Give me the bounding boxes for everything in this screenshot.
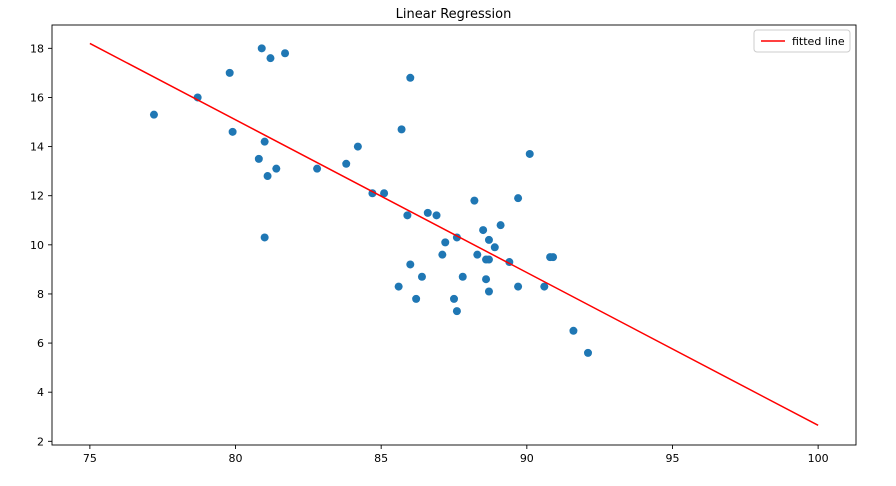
data-point bbox=[423, 208, 432, 217]
x-tick-label: 75 bbox=[83, 452, 97, 465]
y-tick-label: 14 bbox=[30, 141, 44, 154]
data-point bbox=[514, 194, 523, 203]
y-tick-label: 6 bbox=[37, 337, 44, 350]
data-point bbox=[412, 294, 421, 303]
data-point bbox=[257, 44, 266, 53]
x-tick-label: 90 bbox=[520, 452, 534, 465]
data-point bbox=[380, 189, 389, 198]
x-tick-label: 80 bbox=[229, 452, 243, 465]
data-point bbox=[149, 110, 158, 119]
data-point bbox=[482, 275, 491, 284]
y-tick-label: 2 bbox=[37, 435, 44, 448]
x-tick-label: 100 bbox=[808, 452, 829, 465]
data-point bbox=[514, 282, 523, 291]
data-point bbox=[479, 226, 488, 235]
data-point bbox=[260, 233, 269, 242]
legend-label: fitted line bbox=[792, 35, 845, 48]
data-point bbox=[266, 54, 275, 63]
data-point bbox=[470, 196, 479, 205]
y-tick-label: 4 bbox=[37, 386, 44, 399]
data-point bbox=[406, 73, 415, 82]
axes-frame bbox=[51, 24, 857, 446]
axes: 75 80 85 90 95 100 2 4 6 8 10 12 14 16 18 bbox=[30, 24, 857, 465]
data-point bbox=[272, 164, 281, 173]
data-point bbox=[228, 127, 237, 136]
legend: fitted line bbox=[753, 29, 851, 53]
data-point bbox=[490, 243, 499, 252]
y-tick-label: 8 bbox=[37, 288, 44, 301]
data-point bbox=[313, 164, 322, 173]
data-point bbox=[450, 294, 458, 303]
data-point bbox=[452, 307, 461, 316]
data-point bbox=[438, 250, 447, 259]
data-point bbox=[353, 142, 362, 151]
data-point bbox=[254, 154, 263, 163]
x-tick-label: 95 bbox=[665, 452, 679, 465]
legend-box bbox=[753, 29, 851, 53]
data-point bbox=[225, 68, 234, 77]
y-tick-label: 16 bbox=[30, 91, 44, 104]
y-tick-label: 18 bbox=[30, 42, 44, 55]
data-point bbox=[484, 235, 493, 244]
data-point bbox=[397, 125, 406, 134]
data-point bbox=[432, 211, 441, 220]
data-point bbox=[260, 137, 269, 146]
data-point bbox=[441, 238, 450, 247]
x-tick-label: 85 bbox=[374, 452, 388, 465]
data-point bbox=[484, 287, 493, 296]
data-point bbox=[549, 253, 558, 262]
data-point bbox=[406, 260, 415, 269]
fitted-line bbox=[89, 42, 819, 427]
data-point bbox=[473, 250, 482, 259]
y-tick-label: 10 bbox=[30, 239, 44, 252]
chart-title: Linear Regression bbox=[396, 7, 512, 22]
data-point bbox=[525, 149, 534, 158]
data-point bbox=[458, 272, 467, 281]
data-point bbox=[569, 326, 578, 335]
data-point bbox=[342, 159, 351, 168]
data-point bbox=[281, 49, 290, 58]
data-point bbox=[496, 221, 505, 230]
data-point bbox=[584, 348, 592, 357]
data-point bbox=[484, 255, 493, 264]
plot-area bbox=[89, 42, 819, 427]
data-point bbox=[417, 272, 426, 281]
y-tick-label: 12 bbox=[30, 190, 44, 203]
data-point bbox=[263, 172, 272, 181]
data-point bbox=[403, 211, 412, 220]
data-point bbox=[394, 282, 403, 291]
data-point bbox=[540, 282, 549, 291]
